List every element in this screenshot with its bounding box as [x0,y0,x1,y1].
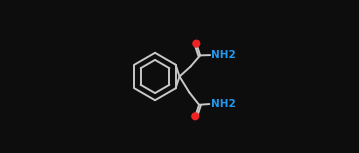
Circle shape [193,40,200,47]
Circle shape [192,113,199,120]
Text: NH2: NH2 [211,50,236,60]
Text: NH2: NH2 [211,99,235,109]
